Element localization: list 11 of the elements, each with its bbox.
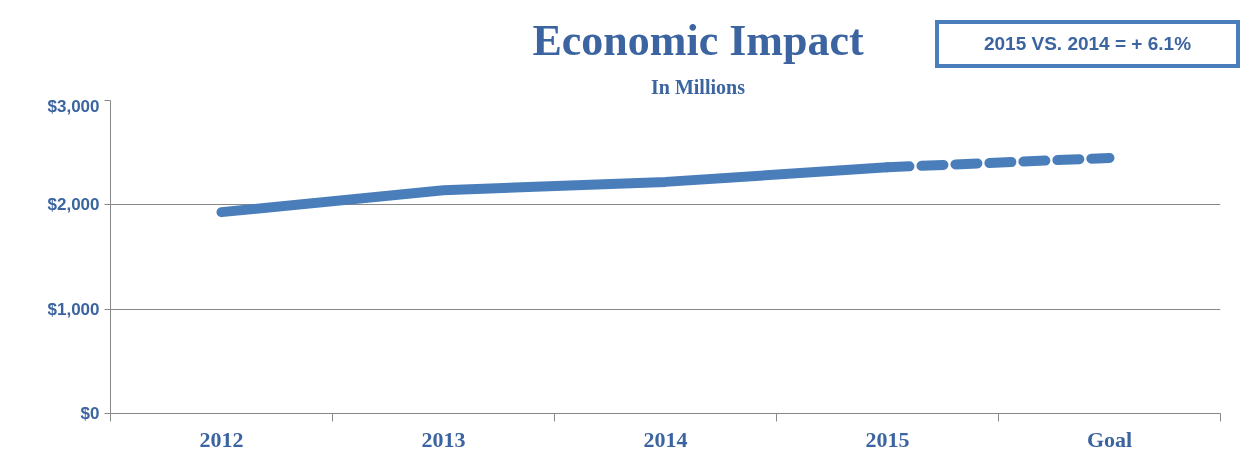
chart-subtitle: In Millions (650, 76, 746, 98)
y-tick-label: $1,000 (47, 299, 100, 319)
y-tick-label: $0 (80, 404, 100, 423)
text: 2015 VS. 2014 = + 6.1% (935, 20, 1240, 68)
x-tick-label: 2015 (865, 426, 910, 452)
x-tick-label: Goal (1086, 426, 1133, 452)
x-tick-label: 2013 (421, 426, 466, 452)
x-tick-label: 2014 (643, 426, 688, 452)
x-tick-label: 2012 (199, 426, 244, 452)
y-tick-label: $3,000 (47, 96, 100, 116)
y-tick-label: $2,000 (47, 195, 100, 215)
